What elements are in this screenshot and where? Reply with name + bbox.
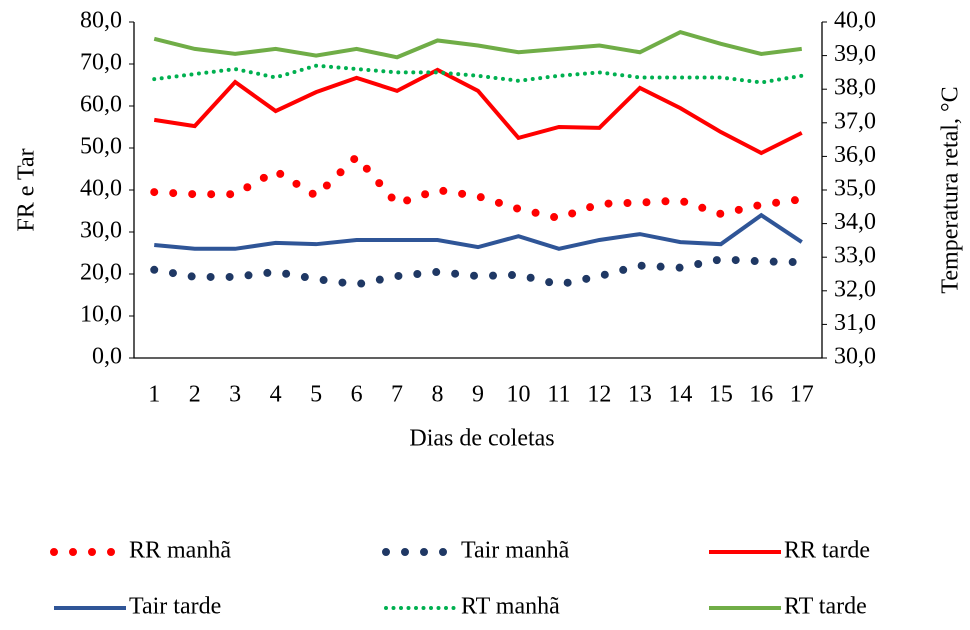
x-tick-label: 7 [391,382,403,408]
x-tick-label: 15 [709,382,733,408]
x-tick-label: 1 [148,382,160,408]
y2-tick-label: 34,0 [834,209,876,235]
legend-label: RR manhã [129,538,231,564]
y2-tick-label: 30,0 [834,344,876,370]
y-tick-label: 40,0 [80,176,122,202]
legend-label: Tair tarde [129,594,221,620]
y-tick-label: 80,0 [80,8,122,34]
x-tick-label: 17 [790,382,814,408]
x-tick-label: 16 [749,382,773,408]
legend-label: RT manhã [461,594,560,620]
legend-label: RT tarde [784,594,867,620]
x-tick-label: 2 [189,382,201,408]
x-tick-label: 9 [472,382,484,408]
x-tick-label: 8 [432,382,444,408]
series-line [154,212,803,251]
y2-axis-title: Temperatura retal, °C [938,86,964,293]
legend-label: Tair manhã [461,538,570,564]
series-line [150,255,806,289]
y-tick-label: 70,0 [80,50,122,76]
y2-tick-label: 33,0 [834,243,876,269]
y2-tick-label: 36,0 [834,142,876,168]
axes [133,22,823,359]
y-tick-label: 60,0 [80,92,122,118]
x-tick-label: 6 [351,382,363,408]
x-axis-title: Dias de coletas [409,426,554,452]
y-tick-label: 30,0 [80,218,122,244]
y2-tick-label: 40,0 [834,8,876,34]
y-axis-title: FR e Tar [14,148,40,231]
x-tick-label: 3 [229,382,241,408]
series-line [153,67,803,156]
x-tick-label: 5 [310,382,322,408]
x-tick-label: 13 [628,382,652,408]
y2-tick-label: 39,0 [834,41,876,67]
x-tick-label: 14 [668,382,692,408]
y-tick-label: 20,0 [80,260,122,286]
series-line [150,151,806,223]
y-tick-label: 50,0 [80,134,122,160]
y2-tick-label: 32,0 [834,276,876,302]
x-tick-label: 12 [587,382,611,408]
series-line [152,63,804,85]
y-tick-label: 0,0 [92,344,122,370]
series-line [153,29,803,60]
y2-tick-label: 38,0 [834,75,876,101]
y2-tick-label: 35,0 [834,176,876,202]
y2-tick-label: 31,0 [834,310,876,336]
x-tick-label: 11 [547,382,570,408]
y-tick-label: 10,0 [80,302,122,328]
x-tick-label: 4 [270,382,282,408]
x-tick-label: 10 [506,382,530,408]
y2-tick-label: 37,0 [834,108,876,134]
legend-label: RR tarde [784,538,870,564]
